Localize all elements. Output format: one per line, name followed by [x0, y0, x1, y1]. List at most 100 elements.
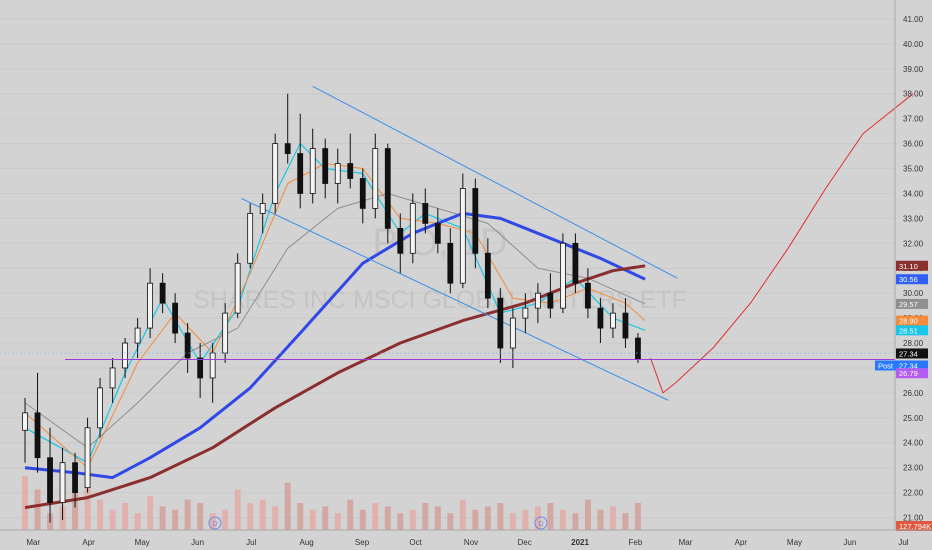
badge-bg — [896, 368, 928, 379]
candle-body — [585, 282, 591, 309]
candle-body — [547, 292, 554, 309]
dividend-icon[interactable] — [208, 516, 222, 530]
candle — [509, 308, 516, 368]
dividend-icon[interactable] — [534, 516, 548, 530]
badge-prefix: Post — [878, 361, 894, 370]
channel-line-lower[interactable] — [241, 197, 669, 401]
candle-body — [272, 143, 279, 204]
volume-bar — [634, 503, 641, 530]
volume-bar — [97, 499, 104, 530]
candle — [84, 417, 91, 493]
badge-bg — [896, 260, 928, 271]
candle — [234, 253, 241, 319]
volume-bar — [34, 489, 41, 530]
candle-body — [372, 148, 379, 209]
badge-label: 127.794K — [899, 522, 931, 531]
y-tick-label: 40.00 — [903, 40, 924, 49]
horizontal-level[interactable] — [0, 352, 895, 360]
candle-body — [622, 312, 629, 339]
volume-bar — [434, 506, 441, 530]
volume-bar — [447, 513, 454, 530]
candle-body — [147, 282, 154, 329]
dividend-icon-letter: D — [212, 521, 217, 528]
badge-prefix-bg — [875, 360, 896, 371]
candle — [22, 397, 28, 463]
candle-body — [347, 163, 354, 179]
x-tick-label: May — [787, 538, 802, 547]
candle-body — [84, 427, 91, 489]
candle — [72, 452, 78, 508]
y-tick-label: 25.00 — [903, 414, 924, 423]
volume-bar — [597, 509, 604, 530]
y-tick-label: 41.00 — [903, 15, 924, 24]
candle-body — [122, 342, 128, 369]
badge-label: 27.34 — [899, 349, 918, 358]
candle — [97, 377, 103, 438]
volume-bar — [84, 482, 91, 530]
candle — [447, 228, 454, 294]
volume-bar — [522, 509, 529, 530]
candle — [572, 233, 579, 294]
candle-body — [472, 188, 479, 254]
candle-body — [59, 462, 66, 503]
channel-lines[interactable] — [241, 85, 678, 401]
volume-bar — [559, 509, 566, 530]
badge-bg — [896, 348, 928, 359]
badge-label: 27.34 — [899, 361, 918, 370]
badge-bg — [896, 325, 928, 336]
volume-bar — [347, 499, 354, 530]
candle-body — [284, 143, 291, 154]
price-badge: 29.57 — [896, 298, 928, 309]
candle-body — [534, 292, 541, 309]
y-tick-label: 30.00 — [903, 289, 924, 298]
volume-bar — [184, 499, 191, 530]
candle-body — [522, 307, 529, 319]
candle — [372, 133, 379, 219]
volume-bar — [409, 509, 416, 530]
candle-body — [184, 332, 191, 359]
candle — [559, 233, 566, 314]
candle — [459, 173, 466, 289]
indicator-line — [24, 264, 646, 510]
volume-bar — [309, 509, 316, 530]
candle-body — [72, 462, 78, 494]
candle — [297, 113, 304, 209]
volume-bar — [134, 513, 141, 530]
candle-body — [22, 412, 28, 431]
candle-body — [484, 252, 491, 299]
time-axis[interactable]: Mar Apr May Jun Jul Aug Sep Oct Nov Dec 2021 Feb Mar… — [0, 529, 932, 547]
candle — [484, 238, 491, 309]
volume-bar — [209, 513, 216, 530]
y-tick-label: 38.00 — [903, 90, 924, 99]
candle-body — [509, 317, 516, 349]
volume-bar — [509, 513, 516, 530]
y-tick-label: 28.00 — [903, 339, 924, 348]
candle-body — [297, 153, 304, 194]
volume-bar — [484, 506, 491, 530]
y-tick-label: 36.00 — [903, 140, 924, 149]
candle — [409, 193, 416, 264]
candle — [284, 93, 291, 164]
candle — [534, 283, 541, 324]
candle-body — [134, 327, 141, 344]
candle — [34, 372, 41, 473]
volume-bar — [122, 503, 129, 530]
y-tick-label: 21.00 — [903, 514, 924, 523]
price-badge: Post 27.34 — [875, 360, 928, 371]
volume-bar — [622, 513, 629, 530]
candle-body — [610, 312, 616, 329]
candle-body — [459, 188, 466, 284]
volume-bar — [247, 503, 254, 530]
candle — [622, 298, 629, 349]
volume-bar — [284, 482, 291, 530]
candle — [384, 143, 391, 244]
candle-body — [359, 178, 366, 209]
badge-label: 28.90 — [899, 317, 918, 326]
price-badge: 26.79 — [896, 368, 928, 379]
channel-line-upper[interactable] — [312, 85, 678, 279]
candle-body — [309, 148, 316, 194]
